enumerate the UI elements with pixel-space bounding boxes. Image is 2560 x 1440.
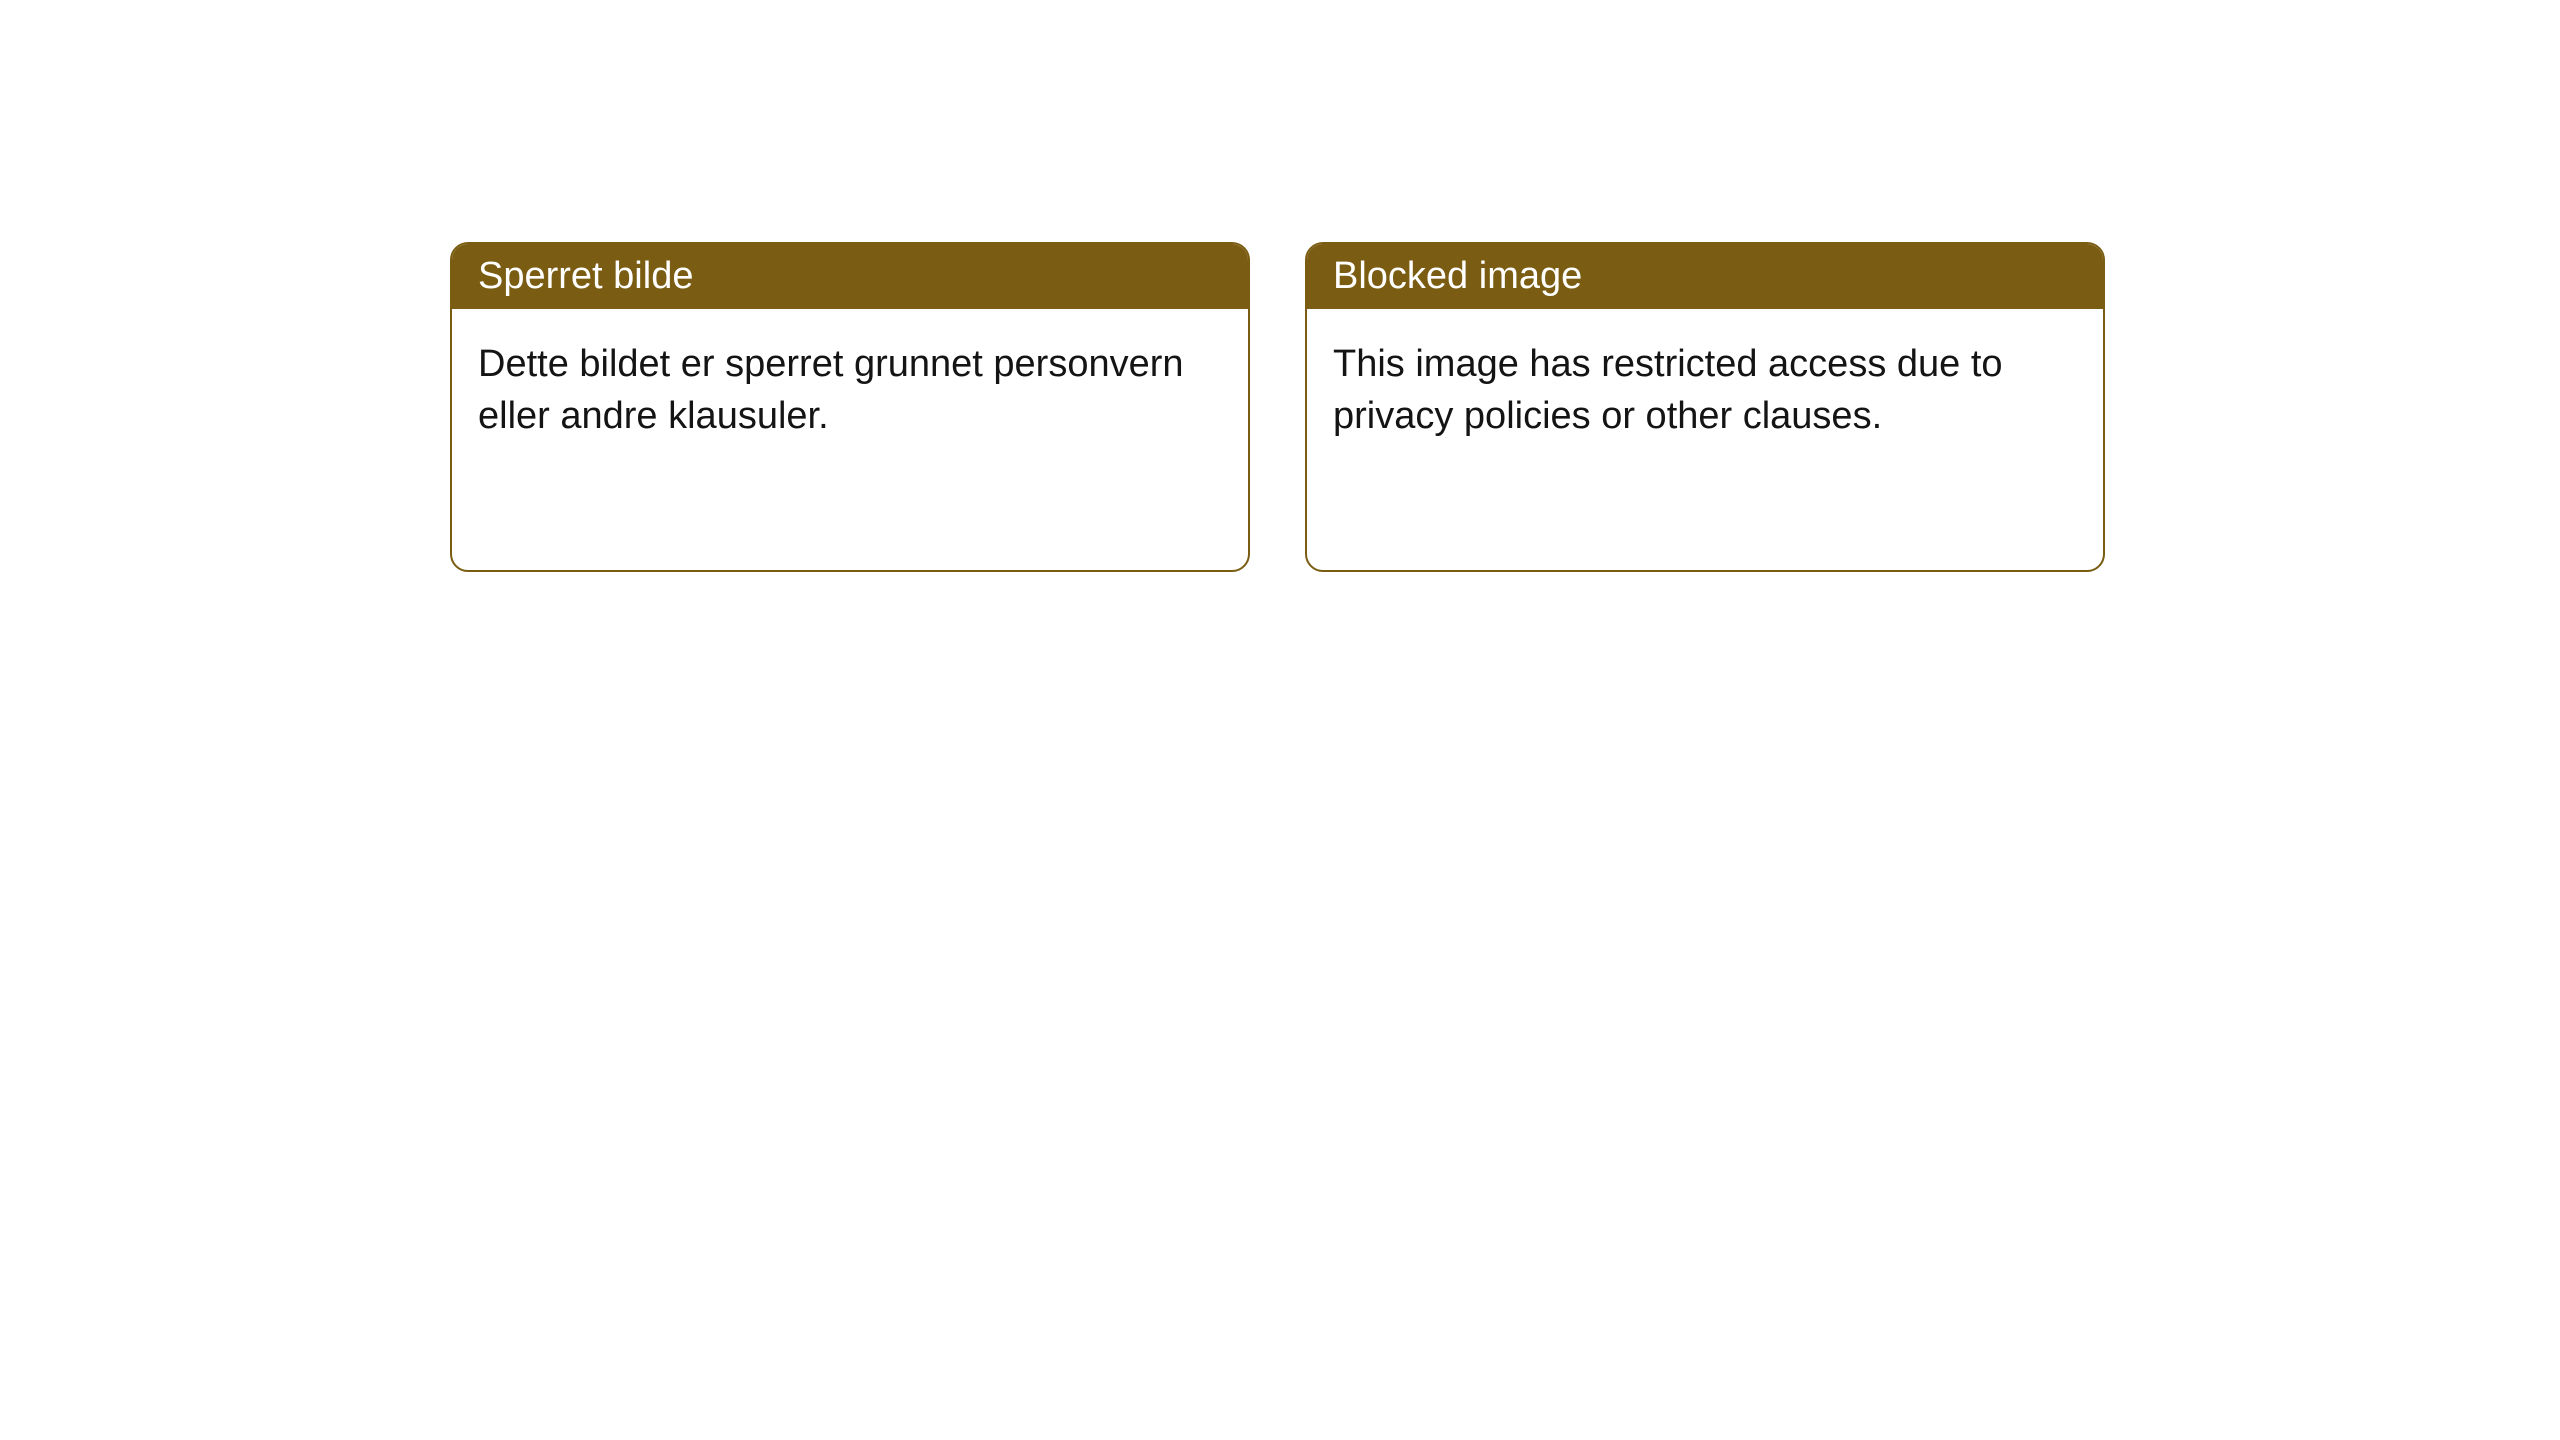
notice-header-no: Sperret bilde [452, 244, 1248, 309]
notice-box-no: Sperret bilde Dette bildet er sperret gr… [450, 242, 1250, 572]
notice-header-en: Blocked image [1307, 244, 2103, 309]
notice-body-en: This image has restricted access due to … [1307, 309, 2103, 472]
notice-body-no: Dette bildet er sperret grunnet personve… [452, 309, 1248, 472]
notice-box-en: Blocked image This image has restricted … [1305, 242, 2105, 572]
notice-container: Sperret bilde Dette bildet er sperret gr… [450, 242, 2105, 572]
